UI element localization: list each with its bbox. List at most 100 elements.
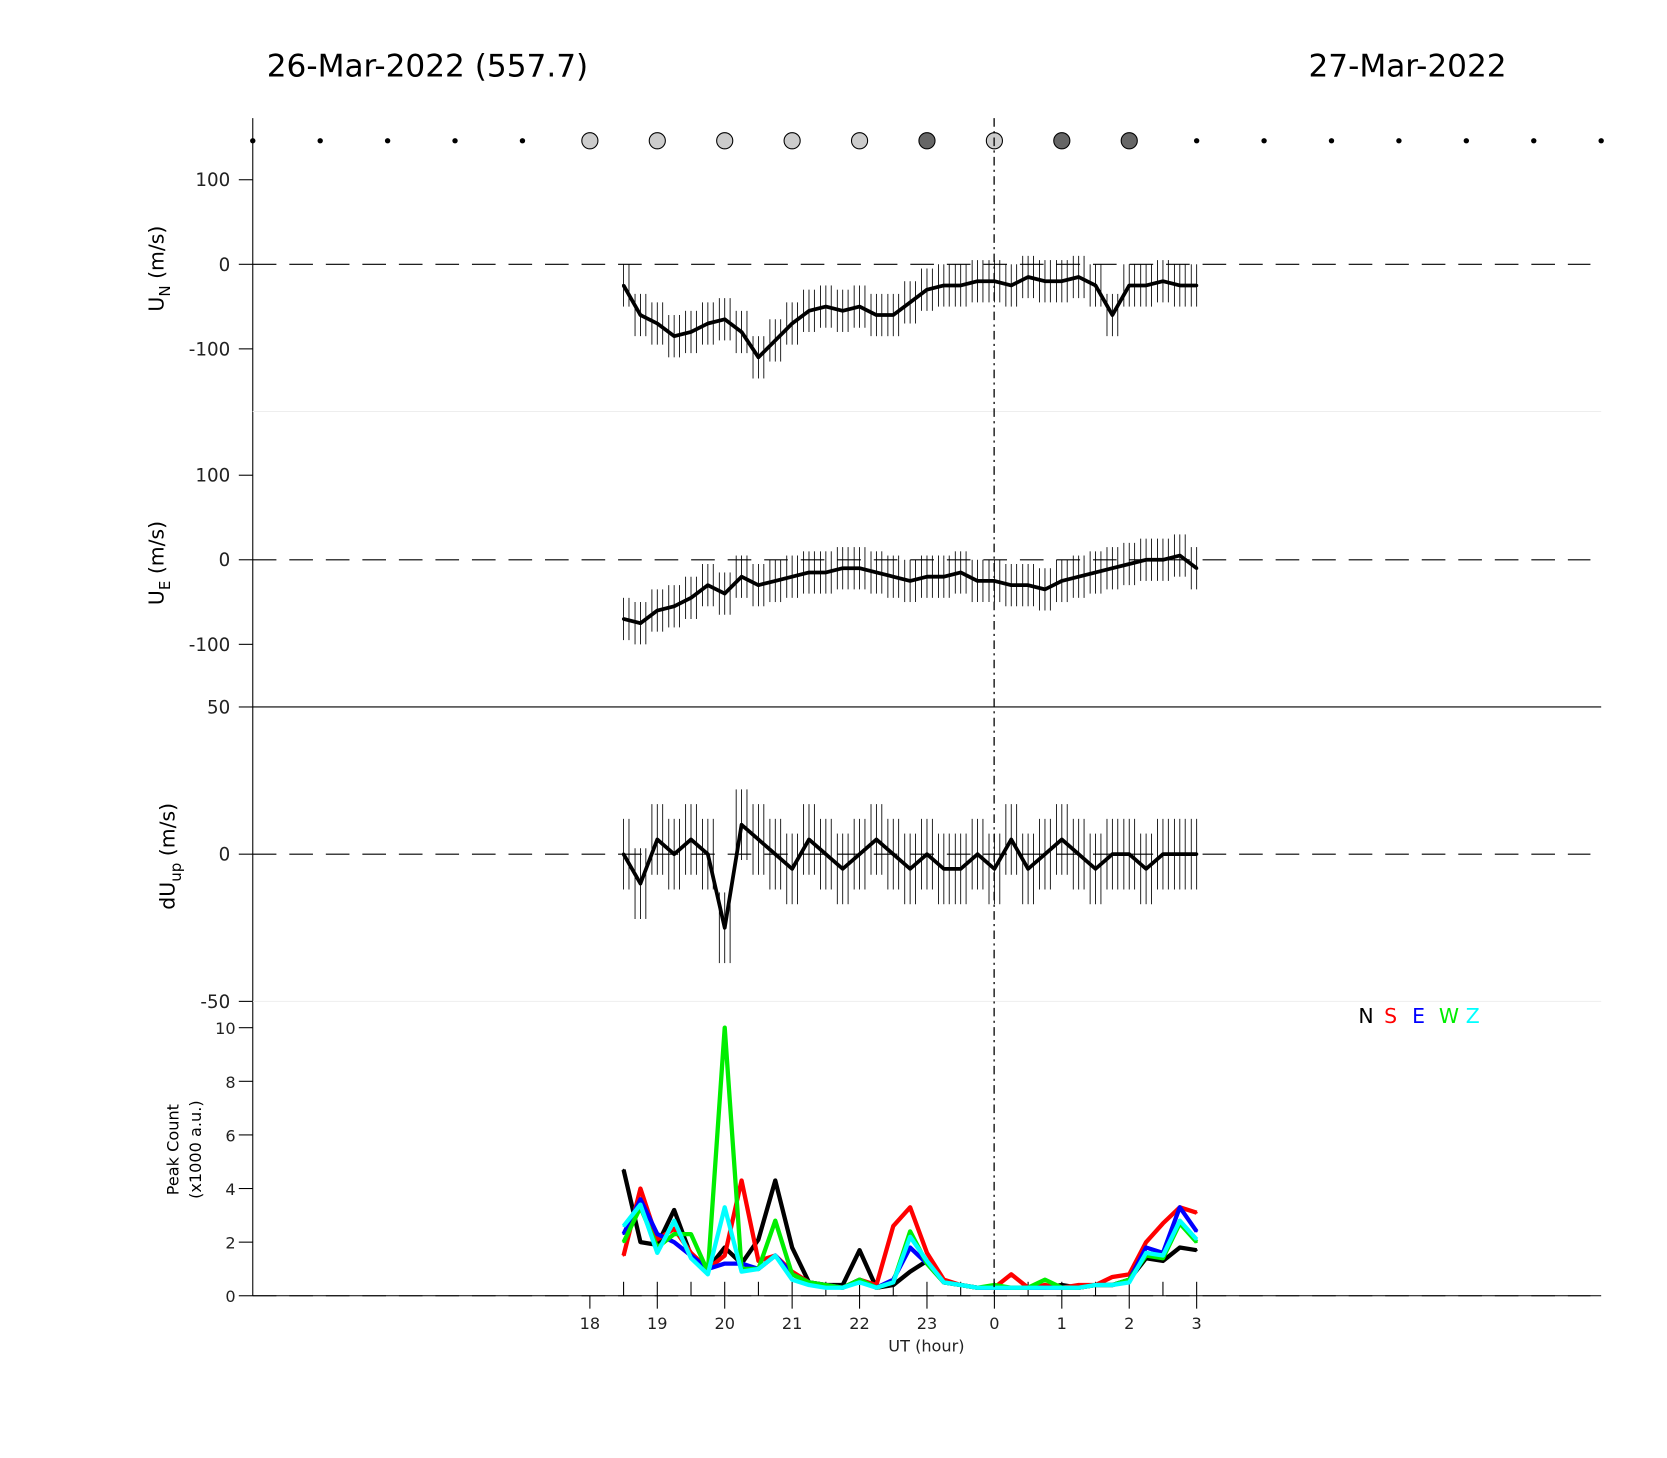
- marker-dark: [918, 132, 936, 150]
- data-point: [706, 583, 710, 587]
- data-point-Z: [1128, 1281, 1131, 1284]
- x-tick-label: 3: [1192, 1314, 1202, 1333]
- data-point: [723, 591, 727, 596]
- data-point: [841, 566, 845, 570]
- data-point-S: [1010, 1273, 1013, 1276]
- data-point: [807, 837, 811, 842]
- data-point-Z: [1111, 1283, 1114, 1287]
- data-point: [925, 288, 929, 292]
- data-point-W: [689, 1233, 693, 1236]
- data-point: [959, 867, 963, 871]
- data-point-Z: [892, 1281, 895, 1284]
- data-point: [908, 867, 912, 871]
- data-point: [773, 579, 777, 583]
- data-point: [1127, 562, 1131, 566]
- data-point-S: [1161, 1222, 1165, 1225]
- data-point-W: [673, 1233, 676, 1236]
- data-point: [723, 926, 727, 930]
- data-point: [942, 867, 946, 871]
- data-point: [756, 355, 761, 359]
- data-point-E: [909, 1246, 912, 1249]
- data-point-E: [673, 1241, 676, 1244]
- data-point: [1009, 583, 1013, 587]
- x-tick-label: 22: [849, 1314, 870, 1333]
- data-point-W: [1195, 1241, 1198, 1244]
- data-point: [1077, 852, 1081, 856]
- data-point-Z: [791, 1278, 794, 1281]
- data-point: [1178, 553, 1182, 558]
- data-point: [908, 579, 912, 583]
- data-point: [739, 823, 744, 827]
- marker-dot: [1193, 138, 1200, 144]
- marker-light: [581, 132, 599, 150]
- marker-dot: [317, 138, 323, 144]
- marker-dot: [1531, 138, 1537, 144]
- data-point-N: [858, 1249, 861, 1252]
- data-point: [1110, 313, 1114, 317]
- data-point: [1178, 852, 1182, 856]
- data-point: [1060, 579, 1064, 583]
- data-point: [1043, 852, 1047, 856]
- data-point: [959, 570, 963, 575]
- legend-Z: Z: [1466, 1004, 1480, 1028]
- data-point: [942, 283, 946, 288]
- data-point: [942, 575, 946, 579]
- data-point-W: [791, 1273, 794, 1276]
- data-point: [841, 309, 845, 313]
- data-point-Z: [824, 1286, 827, 1289]
- data-point: [1127, 283, 1131, 288]
- data-point-S: [622, 1254, 625, 1257]
- data-point-W: [1161, 1257, 1165, 1260]
- legend-W: W: [1439, 1004, 1459, 1028]
- data-point-W: [909, 1230, 912, 1233]
- data-point: [1009, 837, 1013, 842]
- y-tick-label: -100: [189, 339, 230, 360]
- data-point: [891, 575, 895, 579]
- data-point-Z: [1161, 1254, 1165, 1257]
- data-point-W: [1043, 1278, 1047, 1281]
- data-point-Z: [1027, 1286, 1030, 1289]
- data-point: [857, 566, 862, 570]
- data-point-Z: [1060, 1286, 1063, 1289]
- y-tick-label: 0: [219, 255, 231, 276]
- data-point: [706, 852, 710, 856]
- panel-dUup: 50 0 -50: [200, 697, 1591, 1013]
- data-point-Z: [1010, 1286, 1013, 1289]
- data-point-N: [1161, 1259, 1165, 1262]
- data-point: [992, 579, 997, 583]
- data-point: [1043, 587, 1047, 591]
- data-point-Z: [976, 1286, 979, 1289]
- legend-N: N: [1358, 1004, 1373, 1028]
- legend-S: S: [1384, 1004, 1397, 1028]
- marker-dark: [1120, 132, 1138, 150]
- y-tick-label: 100: [195, 466, 230, 487]
- data-point: [857, 304, 862, 309]
- data-point: [790, 321, 794, 326]
- data-point: [638, 881, 643, 886]
- y-tick-label: 10: [215, 1019, 236, 1038]
- data-point: [1161, 279, 1165, 283]
- x-tick-label: 1: [1057, 1314, 1067, 1333]
- data-point-N: [757, 1238, 760, 1241]
- data-point: [621, 852, 626, 856]
- data-point-N: [774, 1179, 777, 1182]
- y-tick-label: 6: [225, 1126, 235, 1145]
- x-tick-label: 23: [917, 1314, 938, 1333]
- data-point-Z: [740, 1270, 743, 1273]
- data-point: [1144, 558, 1148, 562]
- marker-dot: [452, 138, 458, 144]
- data-point: [773, 852, 777, 856]
- marker-dot: [250, 138, 256, 144]
- data-point: [1161, 558, 1165, 562]
- data-point: [807, 570, 811, 575]
- data-point: [824, 852, 828, 856]
- y-tick-label: 8: [225, 1073, 235, 1092]
- data-point: [857, 852, 862, 856]
- data-point: [1026, 275, 1030, 279]
- x-tick-label: 2: [1124, 1314, 1134, 1333]
- marker-dot: [1261, 138, 1267, 144]
- x-tick-label: 19: [647, 1314, 668, 1333]
- marker-dark: [1053, 132, 1071, 150]
